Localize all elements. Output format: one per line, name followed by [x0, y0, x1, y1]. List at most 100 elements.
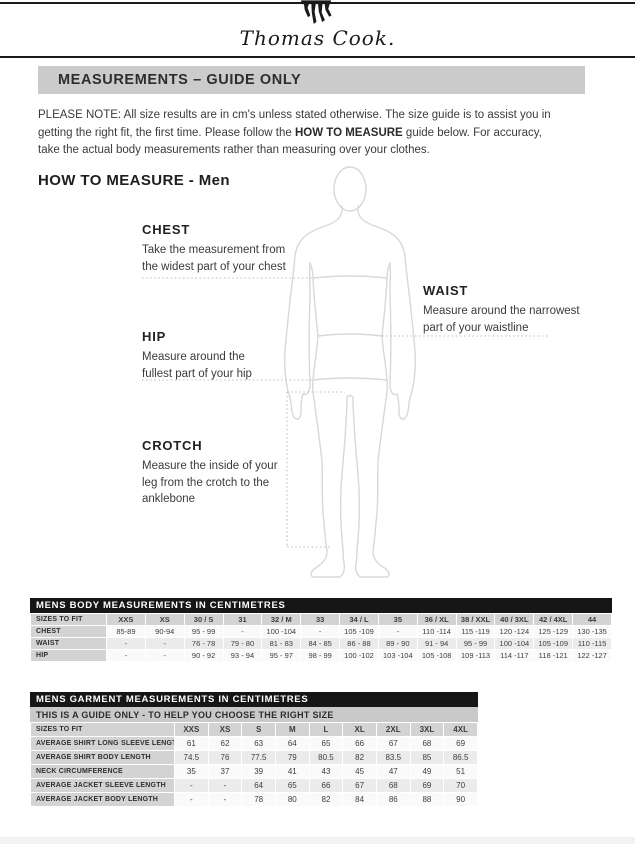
- please-note-paragraph: PLEASE NOTE: All size results are in cm'…: [38, 107, 565, 160]
- cell-value: 95 - 97: [262, 650, 301, 661]
- table-row: AVERAGE JACKET BODY LENGTH - -78 80 82 84 86 88…: [31, 793, 477, 806]
- cell-value: 45: [343, 765, 376, 778]
- cell-value: 109 -113: [456, 650, 495, 661]
- cell-value: -: [378, 626, 417, 637]
- cell-value: 3XL: [410, 723, 444, 736]
- cell-value: 105 -109: [534, 638, 573, 649]
- cell-value: 67: [376, 737, 410, 750]
- cell-value: 77.5: [242, 751, 275, 764]
- cell-value: 122 -127: [573, 650, 611, 661]
- cell-value: 79 - 80: [223, 638, 262, 649]
- chest-line-1: Take the measurement from: [142, 244, 286, 256]
- brand-logo-text: Thomas Cook.: [239, 26, 396, 50]
- cell-value: 88: [410, 793, 444, 806]
- cell-value: -: [301, 626, 340, 637]
- cell-value: 33: [301, 614, 340, 625]
- table-row: NECK CIRCUMFERENCE 35 37 39 41 43 45 47 49 51: [31, 765, 477, 778]
- hip-measure-block: HIP Measure around the fullest part of y…: [142, 329, 252, 382]
- cell-value: 100 -104: [495, 638, 534, 649]
- cell-value: -: [107, 650, 145, 661]
- crotch-line-1: Measure the inside of your: [142, 460, 278, 472]
- cell-value: 76: [208, 751, 242, 764]
- cell-value: 41: [275, 765, 309, 778]
- cell-value: 4XL: [444, 723, 477, 736]
- table-row: SIZES TO FIT XXS XS S M L XL 2XL 3XL 4XL: [31, 723, 477, 736]
- page-title: MEASUREMENTS – GUIDE ONLY: [38, 66, 585, 94]
- cell-value: 100 -104: [262, 626, 301, 637]
- cell-value: 84 - 85: [301, 638, 340, 649]
- cell-value: XS: [208, 723, 242, 736]
- cell-value: 70: [444, 779, 477, 792]
- hip-title: HIP: [142, 329, 167, 344]
- cell-value: 2XL: [376, 723, 410, 736]
- cell-value: 37: [208, 765, 242, 778]
- row-label: AVERAGE JACKET BODY LENGTH: [31, 793, 174, 806]
- cell-value: 105 -108: [417, 650, 456, 661]
- cell-value: 125 -129: [534, 626, 573, 637]
- cell-value: 66: [343, 737, 376, 750]
- cell-value: 36 / XL: [417, 614, 456, 625]
- row-label: CHEST: [31, 626, 106, 637]
- mens-body-figure: [142, 166, 548, 578]
- cell-value: 63: [242, 737, 275, 750]
- cell-value: 43: [309, 765, 343, 778]
- cell-value: M: [275, 723, 309, 736]
- waist-title: WAIST: [423, 283, 469, 298]
- table-row: AVERAGE JACKET SLEEVE LENGTH - -64 65 66 67 68…: [31, 779, 477, 792]
- cell-value: -: [145, 650, 184, 661]
- cell-value: L: [309, 723, 343, 736]
- cell-value: 80: [275, 793, 309, 806]
- cell-value: 65: [275, 779, 309, 792]
- cell-value: 32 / M: [262, 614, 301, 625]
- cell-value: XXS: [107, 614, 145, 625]
- cell-value: -: [175, 779, 208, 792]
- cell-value: 89 - 90: [378, 638, 417, 649]
- cell-value: 120 -124: [495, 626, 534, 637]
- chest-title: CHEST: [142, 222, 191, 237]
- chest-line-2: the widest part of your chest: [142, 260, 286, 273]
- cell-value: 42 / 4XL: [534, 614, 573, 625]
- cell-value: 86: [376, 793, 410, 806]
- table-row: WAIST - -76 - 78 79 - 80 81 - 83 84 - 85 86 - …: [31, 638, 611, 649]
- cell-value: -: [175, 793, 208, 806]
- cell-value: 81 - 83: [262, 638, 301, 649]
- row-label: SIZES TO FIT: [31, 614, 106, 625]
- row-label: WAIST: [31, 638, 106, 649]
- table-row: AVERAGE SHIRT LONG SLEEVE LENGTH 61 62 63 64…: [31, 737, 477, 750]
- cell-value: 78: [242, 793, 275, 806]
- cell-value: 100 -102: [340, 650, 378, 661]
- cell-value: 79: [275, 751, 309, 764]
- cell-value: 91 - 94: [417, 638, 456, 649]
- note-text-1: PLEASE NOTE: All size results are in cm'…: [38, 109, 551, 139]
- cell-value: 118 -121: [534, 650, 573, 661]
- cell-value: -: [208, 779, 242, 792]
- horse-legs-icon: [300, 0, 332, 24]
- cell-value: -: [145, 638, 184, 649]
- cell-value: 103 -104: [378, 650, 417, 661]
- cell-value: 64: [275, 737, 309, 750]
- cell-value: 82: [309, 793, 343, 806]
- cell-value: 51: [444, 765, 477, 778]
- cell-value: 40 / 3XL: [495, 614, 534, 625]
- cell-value: 83.5: [376, 751, 410, 764]
- cell-value: 39: [242, 765, 275, 778]
- waist-line-2: part of your waistline: [423, 321, 529, 334]
- crotch-line-2: leg from the crotch to the: [142, 476, 270, 489]
- cell-value: XL: [343, 723, 376, 736]
- hip-line-1: Measure around the: [142, 351, 245, 363]
- cell-value: 66: [309, 779, 343, 792]
- cell-value: 86 - 88: [340, 638, 378, 649]
- cell-value: 68: [376, 779, 410, 792]
- cell-value: 64: [242, 779, 275, 792]
- table-row: CHEST 85-89 90-94 95 - 99-100 -104-105 -109…: [31, 626, 611, 637]
- measurement-dotted-lines: [142, 277, 548, 548]
- how-to-measure-heading: HOW TO MEASURE - Men: [38, 172, 230, 189]
- cell-value: 85: [410, 751, 444, 764]
- cell-value: 84: [343, 793, 376, 806]
- cell-value: 90: [444, 793, 477, 806]
- cell-value: 68: [410, 737, 444, 750]
- cell-value: 61: [175, 737, 208, 750]
- cell-value: 115 -119: [456, 626, 495, 637]
